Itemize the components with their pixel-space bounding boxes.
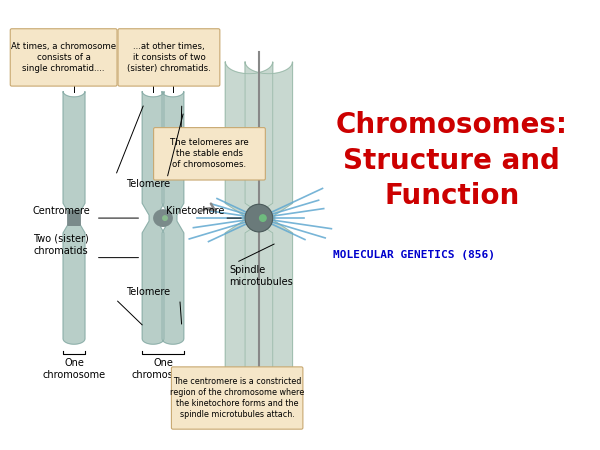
Ellipse shape: [259, 214, 267, 222]
Text: MOLECULAR GENETICS (856): MOLECULAR GENETICS (856): [333, 250, 495, 260]
FancyBboxPatch shape: [10, 29, 117, 86]
Text: Telomere: Telomere: [126, 179, 170, 189]
Polygon shape: [162, 91, 184, 344]
Ellipse shape: [153, 209, 173, 227]
FancyBboxPatch shape: [154, 128, 265, 180]
Text: Telomere: Telomere: [126, 287, 170, 297]
Text: One
chromosome: One chromosome: [131, 359, 194, 380]
Ellipse shape: [245, 204, 273, 232]
Text: Spindle
microtubules: Spindle microtubules: [229, 265, 293, 287]
Text: At times, a chromosome
consists of a
single chromatid....: At times, a chromosome consists of a sin…: [11, 42, 116, 73]
Polygon shape: [245, 62, 293, 405]
Text: Two (sister)
chromatids: Two (sister) chromatids: [33, 233, 89, 256]
FancyBboxPatch shape: [67, 210, 81, 226]
Text: The centromere is a constricted
region of the chromosome where
the kinetochore f: The centromere is a constricted region o…: [170, 377, 304, 419]
Text: Kinetochore: Kinetochore: [166, 206, 224, 216]
Polygon shape: [63, 91, 85, 344]
Ellipse shape: [162, 215, 168, 221]
Polygon shape: [142, 91, 164, 344]
Polygon shape: [225, 62, 273, 405]
FancyBboxPatch shape: [172, 367, 303, 429]
Text: Chromosomes:
Structure and
Function: Chromosomes: Structure and Function: [335, 111, 568, 211]
FancyBboxPatch shape: [118, 29, 220, 86]
Text: Centromere: Centromere: [32, 206, 90, 216]
Text: The telomeres are
the stable ends
of chromosomes.: The telomeres are the stable ends of chr…: [170, 138, 249, 169]
Text: One
chromosome: One chromosome: [43, 359, 106, 380]
Text: ...at other times,
it consists of two
(sister) chromatids.: ...at other times, it consists of two (s…: [127, 42, 211, 73]
